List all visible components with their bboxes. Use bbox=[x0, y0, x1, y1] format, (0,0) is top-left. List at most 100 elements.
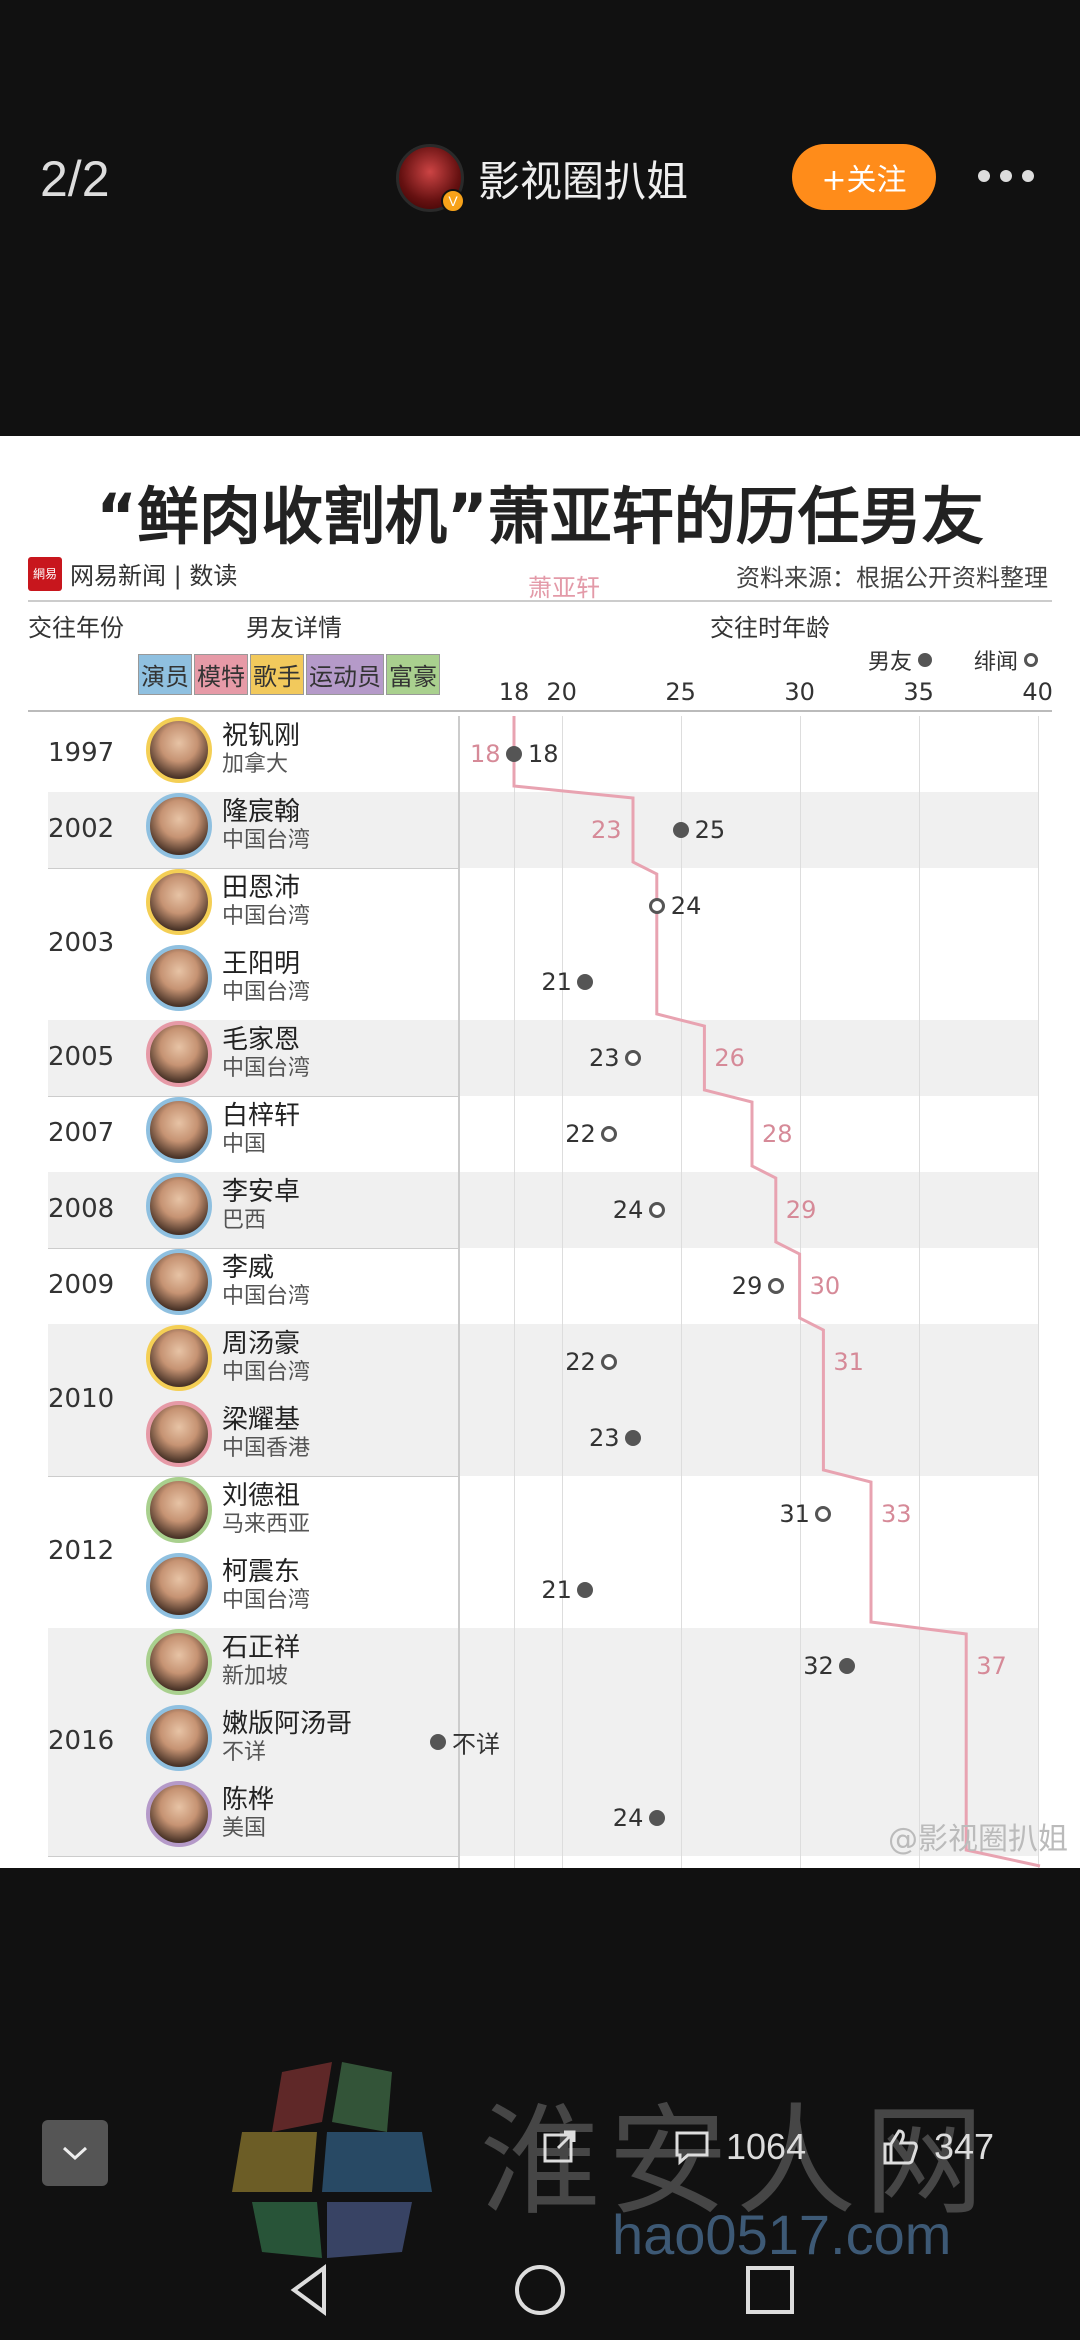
boyfriend-avatar bbox=[146, 717, 212, 783]
boyfriend-name: 李安卓 bbox=[222, 1177, 301, 1207]
author-info[interactable]: V 影视圈扒姐 bbox=[396, 144, 689, 213]
category-tag: 演员 bbox=[138, 654, 192, 695]
axis-tick-label: 20 bbox=[546, 678, 577, 706]
gridline bbox=[1037, 716, 1039, 1868]
boyfriend-avatar bbox=[146, 1249, 212, 1315]
boyfriend-entry: 刘德祖 马来西亚 bbox=[146, 1477, 310, 1543]
author-avatar[interactable]: V bbox=[396, 144, 465, 213]
year-label: 2008 bbox=[48, 1194, 115, 1224]
author-name[interactable]: 影视圈扒姐 bbox=[478, 156, 689, 206]
boyfriend-name: 柯震东 bbox=[222, 1557, 301, 1587]
boyfriend-dot bbox=[430, 1734, 446, 1750]
page-counter: 2/2 bbox=[40, 151, 110, 207]
boyfriend-place: 中国台湾 bbox=[222, 904, 311, 929]
her-age-label: 23 bbox=[591, 816, 622, 844]
boyfriend-age-label: 24 bbox=[612, 1804, 644, 1832]
row-separator bbox=[48, 868, 458, 869]
year-label: 1997 bbox=[48, 738, 115, 768]
gridline bbox=[918, 716, 920, 1868]
year-label: 2009 bbox=[48, 1270, 115, 1300]
hollow-dot-icon bbox=[1024, 653, 1039, 667]
boyfriend-entry: 祝钒刚 加拿大 bbox=[146, 717, 300, 783]
boyfriend-age-label: 23 bbox=[589, 1044, 620, 1072]
thumbs-up-icon bbox=[883, 2129, 918, 2165]
row-separator bbox=[48, 1248, 458, 1249]
boyfriend-place: 美国 bbox=[222, 1816, 267, 1841]
boyfriend-age-label: 18 bbox=[528, 740, 559, 768]
system-nav-bar bbox=[0, 2248, 1080, 2340]
her-age-label: 18 bbox=[470, 740, 501, 768]
more-options-icon[interactable] bbox=[970, 160, 1042, 192]
comment-count: 1064 bbox=[726, 2126, 807, 2167]
boyfriend-entry: 田恩沛 中国台湾 bbox=[146, 869, 310, 935]
filled-dot-icon bbox=[918, 653, 933, 667]
infographic-title: “鲜肉收割机”萧亚轩的历任男友 bbox=[96, 480, 984, 553]
boyfriend-age-label: 21 bbox=[541, 1576, 572, 1604]
boyfriend-place: 新加坡 bbox=[222, 1664, 289, 1689]
year-label: 2012 bbox=[48, 1536, 115, 1566]
legend-rumor-label: 绯闻 bbox=[974, 650, 1019, 675]
her-age-label: 31 bbox=[833, 1348, 864, 1376]
row-stripe bbox=[48, 1324, 1038, 1476]
boyfriend-avatar bbox=[146, 793, 212, 859]
boyfriend-age-label: 23 bbox=[589, 1424, 620, 1452]
boyfriend-place: 中国台湾 bbox=[222, 1056, 311, 1081]
gridline bbox=[561, 716, 563, 1868]
boyfriend-avatar bbox=[146, 1325, 212, 1391]
boyfriend-avatar bbox=[146, 869, 212, 935]
boyfriend-avatar bbox=[146, 1553, 212, 1619]
her-age-line bbox=[512, 716, 1041, 1868]
boyfriend-dot bbox=[577, 974, 594, 990]
boyfriend-name: 王阳明 bbox=[222, 949, 301, 979]
boyfriend-age-label: 31 bbox=[779, 1500, 810, 1528]
source-logo: 網易 网易新闻 | 数读 bbox=[28, 556, 237, 591]
boyfriend-dot bbox=[648, 1810, 665, 1826]
her-age-label: 28 bbox=[762, 1120, 793, 1148]
row-separator bbox=[48, 1096, 458, 1097]
boyfriend-place: 马来西亚 bbox=[222, 1512, 311, 1537]
watermark-url: hao0517.com bbox=[612, 2203, 952, 2266]
comment-icon bbox=[675, 2131, 709, 2166]
boyfriend-entry: 李安卓 巴西 bbox=[146, 1173, 300, 1239]
boyfriend-entry: 王阳明 中国台湾 bbox=[146, 945, 310, 1011]
boyfriend-name: 刘德祖 bbox=[222, 1481, 301, 1511]
boyfriend-age-label: 29 bbox=[731, 1272, 763, 1300]
axis-tick-label: 40 bbox=[1022, 678, 1053, 706]
legend-rumor: 绯闻 bbox=[974, 644, 1039, 676]
rumor-dot bbox=[648, 1202, 665, 1218]
boyfriend-place: 中国台湾 bbox=[222, 1284, 311, 1309]
back-icon[interactable] bbox=[280, 2260, 340, 2320]
boyfriend-avatar bbox=[146, 1705, 212, 1771]
post-image[interactable]: “鲜肉收割机”萧亚轩的历任男友 網易 网易新闻 | 数读 资料来源：根据公开资料… bbox=[0, 436, 1080, 1868]
top-bar: 2/2 V 影视圈扒姐 +关注 bbox=[0, 0, 1080, 436]
logo-text: 网易新闻 | 数读 bbox=[70, 562, 238, 590]
repost-button[interactable] bbox=[540, 2126, 594, 2166]
comment-button[interactable]: 1064 bbox=[672, 2126, 806, 2168]
boyfriend-entry: 石正祥 新加坡 bbox=[146, 1629, 300, 1695]
rumor-dot bbox=[601, 1354, 618, 1370]
header-detail: 男友详情 bbox=[246, 614, 342, 642]
boyfriend-name: 陈桦 bbox=[222, 1785, 275, 1815]
image-watermark: @影视圈扒姐 bbox=[888, 1822, 1068, 1857]
watermark-logo-icon bbox=[232, 2062, 432, 2258]
home-icon[interactable] bbox=[510, 2260, 570, 2320]
boyfriend-age-label: 不详 bbox=[452, 1730, 500, 1759]
her-age-label: 33 bbox=[881, 1500, 912, 1528]
boyfriend-dot bbox=[839, 1658, 856, 1674]
rumor-dot bbox=[767, 1278, 784, 1294]
row-separator bbox=[48, 1476, 458, 1477]
boyfriend-avatar bbox=[146, 1401, 212, 1467]
boyfriend-name: 田恩沛 bbox=[222, 873, 301, 903]
boyfriend-dot bbox=[625, 1430, 641, 1446]
like-count: 347 bbox=[934, 2126, 995, 2167]
boyfriend-entry: 陈桦 美国 bbox=[146, 1781, 274, 1847]
boyfriend-entry: 嫩版阿汤哥 不详 bbox=[146, 1705, 352, 1771]
row-stripe bbox=[48, 1628, 1038, 1856]
like-button[interactable]: 347 bbox=[880, 2126, 994, 2168]
recent-apps-icon[interactable] bbox=[740, 2260, 800, 2320]
boyfriend-name: 隆宸翰 bbox=[222, 797, 301, 827]
chevron-down-icon[interactable] bbox=[42, 2120, 108, 2186]
boyfriend-age-label: 21 bbox=[541, 968, 572, 996]
boyfriend-name: 白梓轩 bbox=[222, 1101, 301, 1131]
follow-button[interactable]: +关注 bbox=[792, 144, 936, 210]
